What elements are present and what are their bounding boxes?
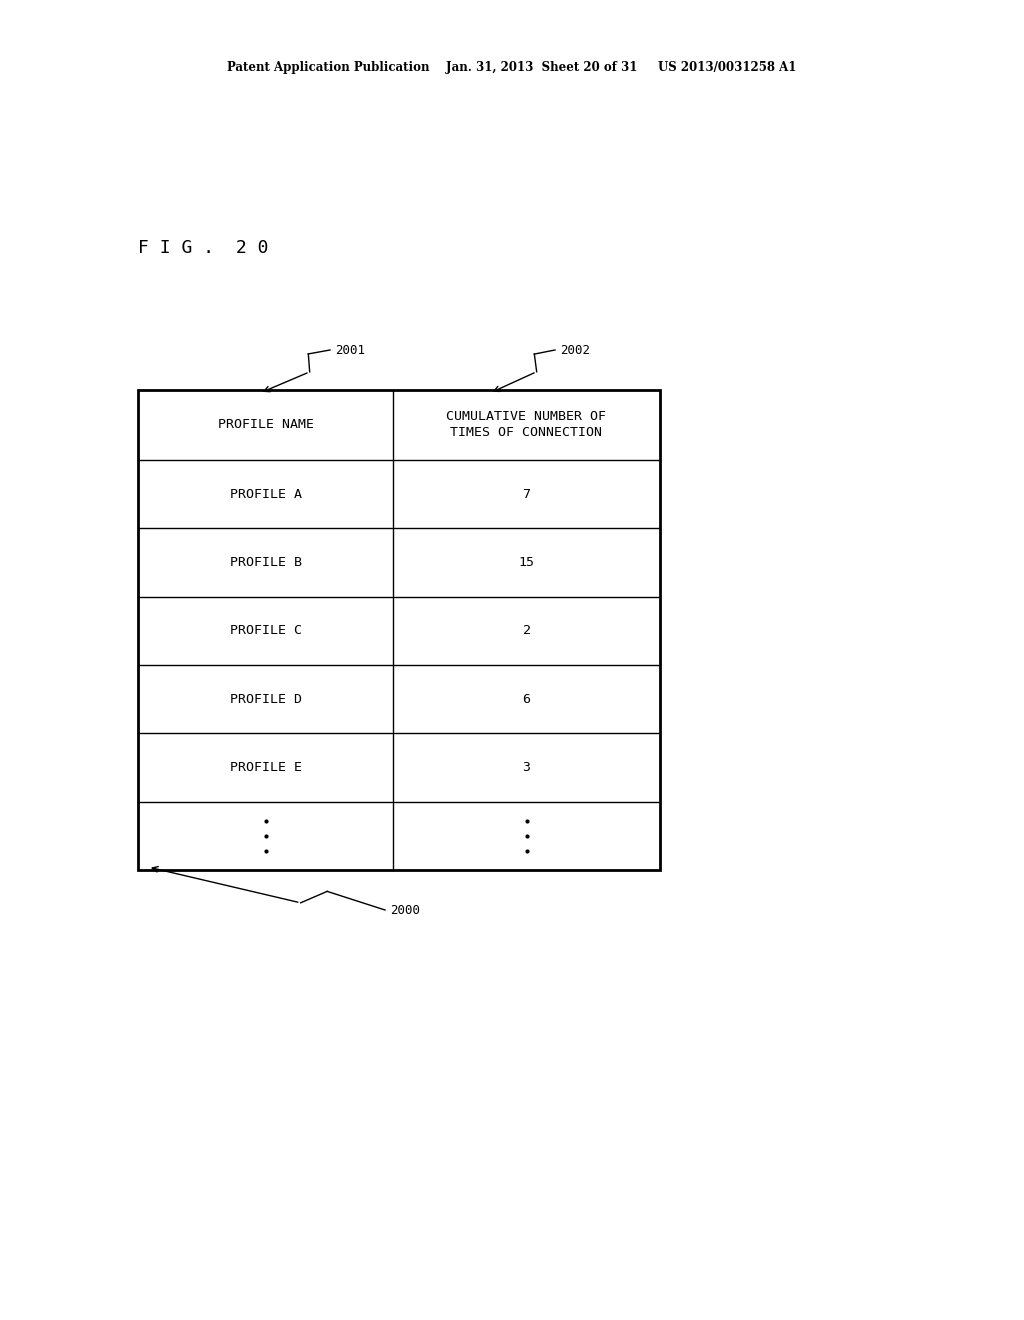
Text: PROFILE E: PROFILE E [229,762,301,774]
Text: 2002: 2002 [560,343,590,356]
Text: 2: 2 [522,624,530,638]
Text: 2001: 2001 [335,343,365,356]
Text: TIMES OF CONNECTION: TIMES OF CONNECTION [451,426,602,440]
Text: PROFILE D: PROFILE D [229,693,301,706]
Text: 15: 15 [518,556,535,569]
Text: 7: 7 [522,487,530,500]
Text: 6: 6 [522,693,530,706]
Text: PROFILE C: PROFILE C [229,624,301,638]
Text: PROFILE A: PROFILE A [229,487,301,500]
Text: 2000: 2000 [390,903,420,916]
Text: Patent Application Publication    Jan. 31, 2013  Sheet 20 of 31     US 2013/0031: Patent Application Publication Jan. 31, … [227,62,797,74]
Text: 3: 3 [522,762,530,774]
Text: PROFILE B: PROFILE B [229,556,301,569]
Text: CUMULATIVE NUMBER OF: CUMULATIVE NUMBER OF [446,411,606,424]
Text: F I G .  2 0: F I G . 2 0 [138,239,268,257]
Bar [138,389,660,870]
Text: PROFILE NAME: PROFILE NAME [217,418,313,432]
